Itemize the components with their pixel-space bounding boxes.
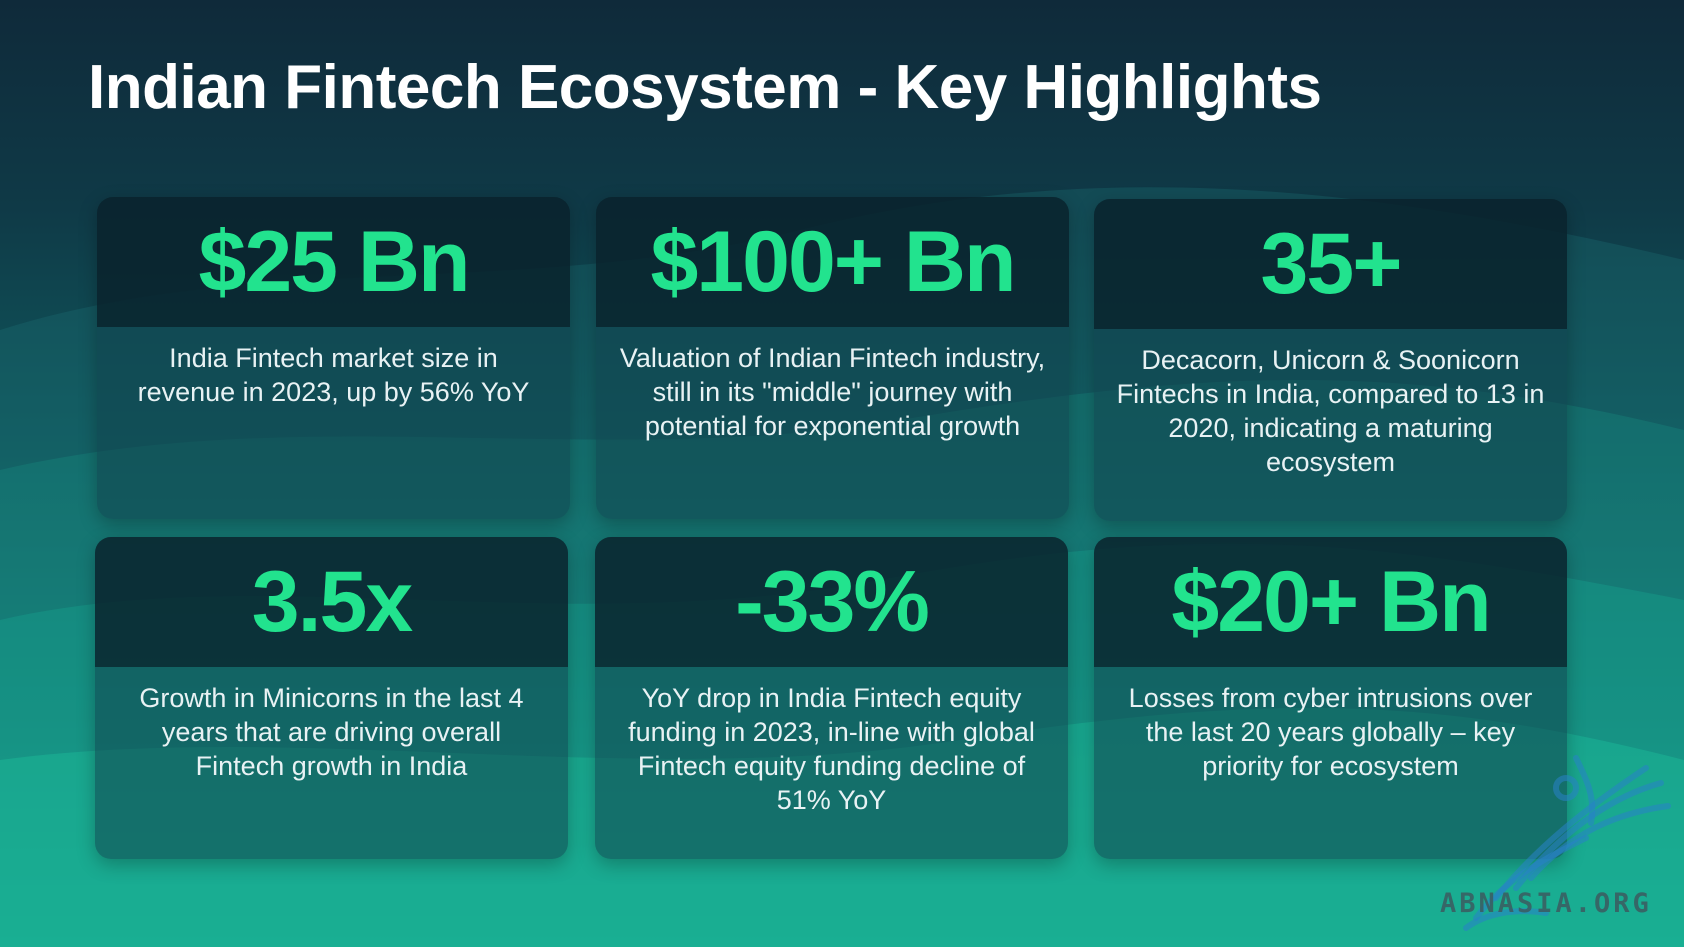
stat-card-header: $100+ Bn <box>596 197 1069 327</box>
stat-card-market-size: $25 Bn India Fintech market size in reve… <box>97 197 570 519</box>
stat-description: Losses from cyber intrusions over the la… <box>1128 683 1533 781</box>
watermark-text: ABNASIA.ORG <box>1440 888 1652 919</box>
stat-card-header: $20+ Bn <box>1094 537 1567 667</box>
stat-value: $20+ Bn <box>1171 553 1491 650</box>
stat-value: 3.5x <box>251 553 413 650</box>
stat-card-header: 35+ <box>1094 199 1567 329</box>
stat-description: Decacorn, Unicorn & Soonicorn Fintechs i… <box>1116 345 1545 477</box>
stat-card-cyber-losses: $20+ Bn Losses from cyber intrusions ove… <box>1094 537 1567 859</box>
stat-value: $25 Bn <box>198 213 470 310</box>
stat-card-valuation: $100+ Bn Valuation of Indian Fintech ind… <box>596 197 1069 519</box>
stat-card-header: 3.5x <box>95 537 568 667</box>
stat-card-unicorns: 35+ Decacorn, Unicorn & Soonicorn Fintec… <box>1094 199 1567 521</box>
stat-card-minicorns: 3.5x Growth in Minicorns in the last 4 y… <box>95 537 568 859</box>
stat-description: YoY drop in India Fintech equity funding… <box>628 683 1035 815</box>
stat-card-header: -33% <box>595 537 1068 667</box>
stat-value: -33% <box>735 553 930 650</box>
stat-value: $100+ Bn <box>650 213 1016 310</box>
stat-description: Valuation of Indian Fintech industry, st… <box>619 343 1046 441</box>
stat-value: 35+ <box>1260 215 1403 312</box>
stat-description: Growth in Minicorns in the last 4 years … <box>139 683 524 781</box>
stat-description: India Fintech market size in revenue in … <box>137 343 530 407</box>
stat-card-header: $25 Bn <box>97 197 570 327</box>
griffin-logo-icon <box>1463 755 1671 931</box>
stat-card-funding-drop: -33% YoY drop in India Fintech equity fu… <box>595 537 1068 859</box>
page-title: Indian Fintech Ecosystem - Key Highlight… <box>88 53 1322 122</box>
